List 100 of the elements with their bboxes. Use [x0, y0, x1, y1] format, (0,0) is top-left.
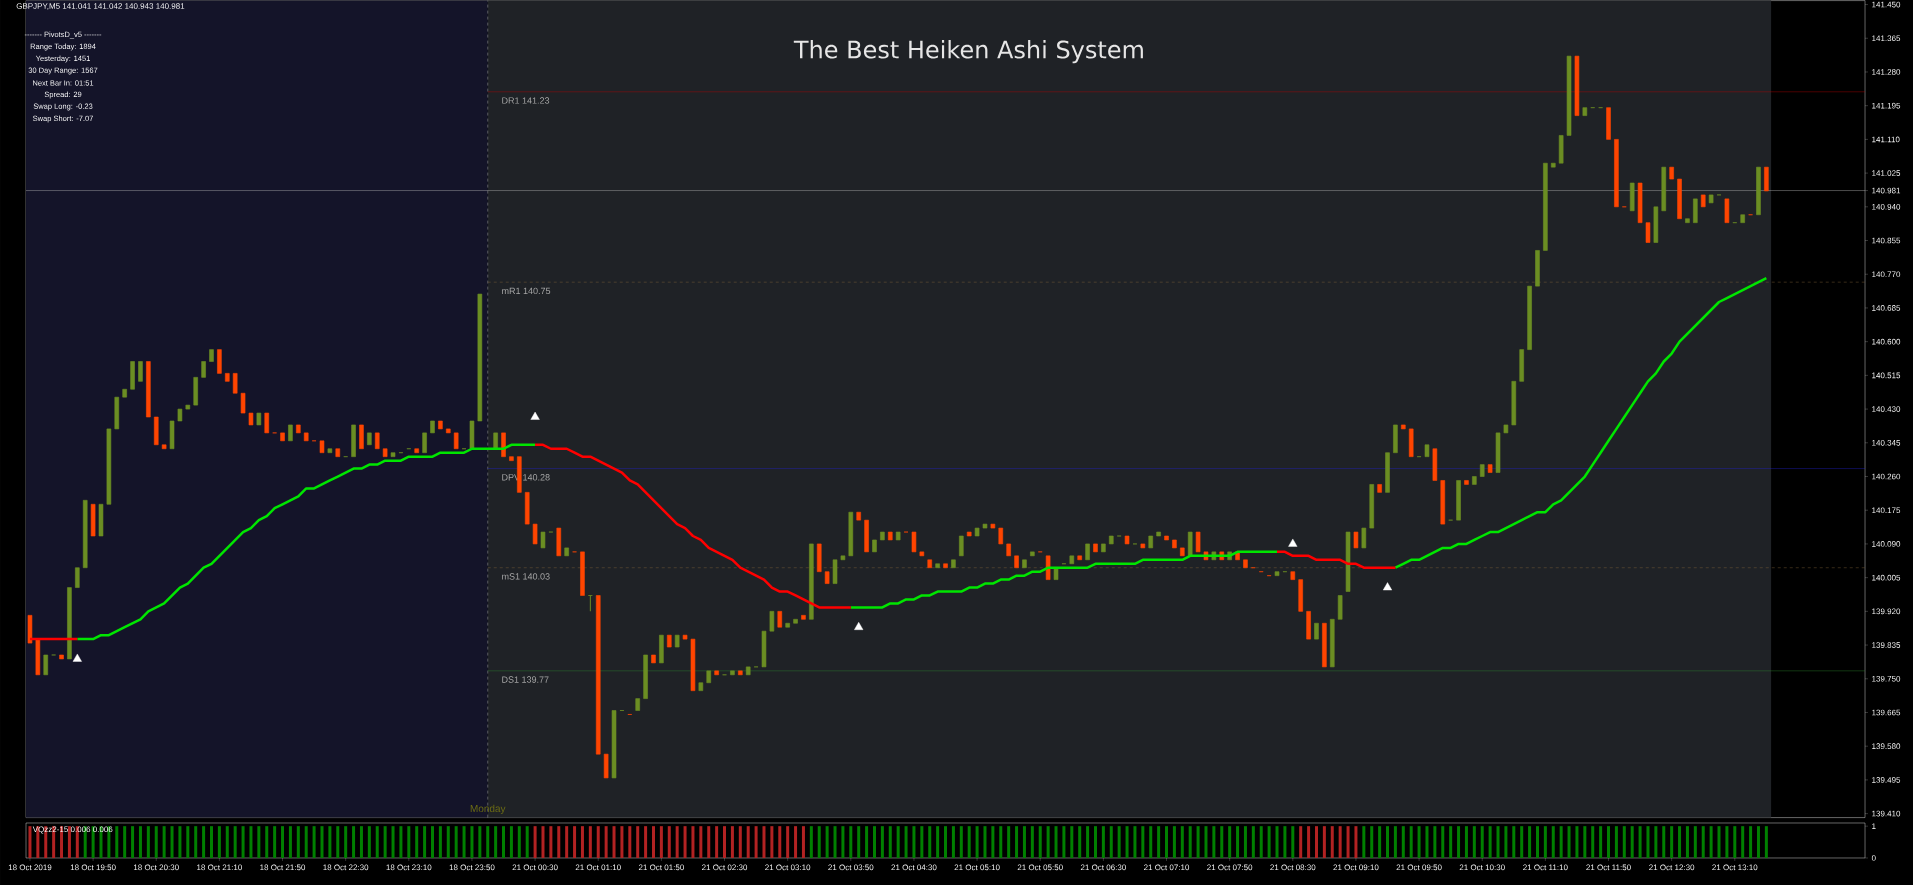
candlestick [1708, 194, 1714, 204]
ref-line-label: DR1 141.23 [502, 97, 550, 104]
candlestick [335, 448, 341, 457]
candlestick [524, 492, 530, 525]
candlestick [832, 559, 838, 584]
candlestick [690, 638, 696, 691]
candlestick [532, 523, 538, 545]
candlestick [943, 563, 948, 569]
y-tick-label: 139.920 [1872, 608, 1901, 615]
candlestick [1306, 611, 1311, 640]
candlestick [1456, 480, 1461, 521]
candlestick [816, 543, 822, 572]
ref-line-label: mS1 140.03 [502, 573, 550, 580]
x-tick-label: 21 Oct 03:50 [828, 864, 874, 871]
candlestick [990, 523, 996, 529]
x-tick-label: 21 Oct 04:30 [891, 864, 937, 871]
candlestick [469, 420, 475, 450]
x-tick-label: 21 Oct 11:10 [1523, 864, 1568, 871]
candlestick [1432, 448, 1438, 481]
candlestick [280, 432, 285, 442]
candlestick [1243, 559, 1248, 569]
x-tick-label: 21 Oct 05:50 [1017, 864, 1063, 871]
candlestick [438, 420, 443, 430]
y-tick-label: 140.685 [1872, 305, 1901, 311]
candlestick [1495, 432, 1501, 473]
annotation: GBPJPY,M5 141.041 141.042 140.943 140.981 [16, 3, 185, 10]
candlestick [1614, 139, 1619, 208]
candlestick [1479, 464, 1485, 477]
candlestick [1006, 543, 1011, 557]
candlestick [1653, 206, 1659, 243]
candlestick [595, 595, 601, 755]
candlestick [1582, 107, 1588, 116]
candlestick [1109, 535, 1114, 545]
candlestick [919, 551, 925, 557]
y-tick-label: 140.260 [1872, 473, 1901, 480]
x-tick-label: 21 Oct 07:10 [1144, 864, 1190, 871]
candlestick [138, 361, 143, 382]
x-tick-label: 18 Oct 22:30 [323, 864, 369, 871]
candlestick [232, 373, 238, 394]
candlestick [895, 531, 901, 541]
candlestick [256, 412, 262, 426]
candlestick [1345, 531, 1351, 592]
candlestick [1566, 55, 1572, 136]
y-tick-label: 139.580 [1872, 743, 1901, 750]
candlestick [1030, 551, 1035, 557]
candlestick [130, 361, 135, 390]
candlestick [1550, 162, 1556, 168]
y-tick-label: 139.410 [1872, 810, 1901, 817]
candlestick [193, 377, 198, 406]
candlestick [225, 373, 230, 382]
y-tick-label: 140.175 [1872, 507, 1901, 514]
candlestick [966, 531, 972, 537]
candlestick [643, 654, 648, 699]
candlestick [319, 440, 325, 454]
y-tick-label: 140.005 [1872, 574, 1901, 581]
candlestick [1148, 535, 1153, 549]
candlestick [556, 527, 562, 557]
candlestick [540, 531, 546, 549]
candlestick [864, 519, 869, 553]
candlestick [209, 349, 214, 362]
candlestick [880, 531, 885, 541]
candlestick [580, 551, 585, 596]
point [1382, 582, 1393, 591]
candlestick [1101, 543, 1106, 553]
candlestick [1187, 531, 1193, 557]
candlestick [911, 531, 917, 553]
candlestick [35, 638, 41, 676]
candlestick [367, 432, 372, 446]
candlestick [840, 555, 846, 561]
candlestick [296, 424, 301, 434]
candlestick [382, 448, 388, 457]
y-tick-label: 141.280 [1872, 69, 1901, 75]
candlestick [114, 396, 120, 430]
candlestick [1314, 622, 1319, 640]
candlestick [177, 408, 183, 422]
candlestick [264, 412, 270, 434]
candlestick [1022, 559, 1027, 569]
candlestick [793, 618, 798, 624]
candlestick [75, 567, 80, 588]
candlestick [1685, 218, 1690, 223]
candlestick [1369, 484, 1374, 529]
candlestick [1700, 194, 1706, 208]
y-tick-label: 139.495 [1872, 777, 1901, 783]
candlestick [1140, 543, 1146, 549]
text: The Best Heiken Ashi System [793, 40, 1143, 64]
candlestick [1693, 198, 1698, 223]
x-tick-label: 18 Oct 23:50 [449, 864, 495, 871]
candlestick [1124, 535, 1130, 545]
candlestick [327, 448, 333, 454]
candlestick [67, 587, 72, 660]
x-tick-label: 21 Oct 03:10 [765, 864, 811, 871]
candlestick [1353, 531, 1359, 549]
candlestick [809, 543, 814, 620]
candlestick [446, 428, 451, 434]
x-tick-label: 21 Oct 01:10 [575, 864, 621, 871]
candlestick [1669, 166, 1674, 180]
y-tick-label: 140.600 [1872, 338, 1901, 345]
candlestick [872, 539, 877, 553]
y-tick-label: 140.345 [1872, 439, 1901, 446]
candlestick [1503, 424, 1509, 434]
